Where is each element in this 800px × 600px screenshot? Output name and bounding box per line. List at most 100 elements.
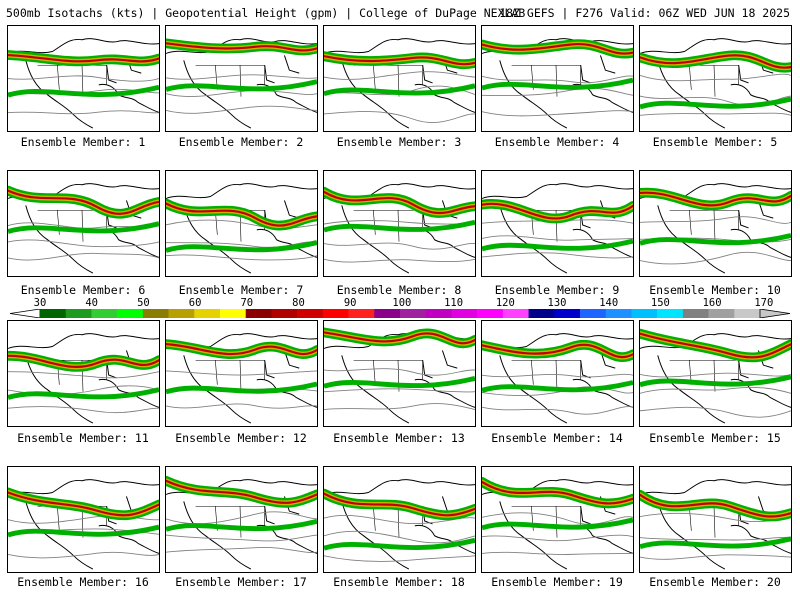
height-contour xyxy=(324,258,475,263)
coastline xyxy=(8,38,159,129)
jet-stream-band xyxy=(324,219,475,233)
colorbar-max-arrow xyxy=(759,309,790,318)
colorbar-swatch xyxy=(348,309,375,318)
height-contour xyxy=(166,219,317,229)
colorbar-swatch xyxy=(40,309,67,318)
ensemble-member-caption: Ensemble Member: 7 xyxy=(178,283,304,297)
height-contour xyxy=(166,534,317,542)
height-contour xyxy=(482,75,633,84)
colorbar-tick-label: 170 xyxy=(754,297,774,309)
ensemble-member-caption: Ensemble Member: 10 xyxy=(649,283,781,297)
height-contour xyxy=(324,242,475,250)
political-borders xyxy=(669,209,739,242)
ensemble-member-map xyxy=(481,466,634,573)
jet-stream-band xyxy=(482,517,633,531)
jet-stream-band xyxy=(640,493,791,518)
colorbar-tick-label: 80 xyxy=(292,297,305,309)
coastline xyxy=(166,479,317,570)
colorbar-tick-label: 150 xyxy=(650,297,670,309)
colorbar-swatch xyxy=(374,309,401,318)
jet-stream-band xyxy=(482,238,633,252)
jet-stream-band xyxy=(482,77,633,91)
colorbar-swatch xyxy=(400,309,427,318)
colorbar-swatch xyxy=(631,309,658,318)
ensemble-member-caption: Ensemble Member: 14 xyxy=(491,431,623,445)
jet-stream-band xyxy=(640,332,791,359)
ensemble-member-map xyxy=(481,25,634,132)
colorbar-swatch xyxy=(657,309,684,318)
ensemble-member-caption: Ensemble Member: 1 xyxy=(20,135,146,149)
height-contour xyxy=(166,254,317,261)
colorbar-tick-label: 110 xyxy=(444,297,464,309)
height-contour xyxy=(8,110,159,115)
jet-stream-band xyxy=(324,492,475,517)
coastline xyxy=(324,479,475,570)
colorbar-tick-label: 100 xyxy=(392,297,412,309)
colorbar-swatch xyxy=(682,309,709,318)
coastline xyxy=(8,479,159,570)
height-contour xyxy=(640,536,791,541)
ensemble-member-caption: Ensemble Member: 12 xyxy=(175,431,307,445)
height-contour xyxy=(166,105,317,114)
colorbar-tick-label: 130 xyxy=(547,297,567,309)
height-contour xyxy=(324,530,475,544)
colorbar-swatch xyxy=(554,309,581,318)
height-contour xyxy=(324,388,475,393)
political-borders xyxy=(669,64,739,97)
ensemble-member-caption: Ensemble Member: 16 xyxy=(17,575,149,589)
ensemble-member-caption: Ensemble Member: 9 xyxy=(494,283,620,297)
height-contour xyxy=(640,112,791,116)
jet-stream-band xyxy=(482,43,633,55)
height-contour xyxy=(640,406,791,418)
jet-stream-band xyxy=(166,343,317,356)
coastline xyxy=(166,333,317,424)
coastline xyxy=(324,333,475,424)
coastline xyxy=(482,333,633,424)
colorbar-tick-label: 60 xyxy=(188,297,202,309)
political-borders xyxy=(511,505,581,538)
colorbar-tick-label: 90 xyxy=(343,297,357,309)
height-contour xyxy=(8,75,159,82)
jet-stream-band xyxy=(8,387,159,400)
ensemble-member-map xyxy=(165,170,318,277)
ensemble-member-map xyxy=(7,25,160,132)
height-contour xyxy=(640,387,791,394)
colorbar-swatch xyxy=(297,309,324,318)
ensemble-member-caption: Ensemble Member: 5 xyxy=(652,135,778,149)
jet-stream-band xyxy=(166,381,317,395)
height-contour xyxy=(640,251,791,265)
jet-stream-band xyxy=(8,524,159,538)
ensemble-member-map xyxy=(639,320,792,427)
jet-stream-band xyxy=(8,221,159,234)
height-contour xyxy=(482,512,633,525)
colorbar-swatch xyxy=(477,309,504,318)
colorbar-swatch xyxy=(708,309,735,318)
jet-stream-band xyxy=(324,375,475,389)
political-borders xyxy=(353,359,423,392)
ensemble-member-map xyxy=(639,25,792,132)
jet-stream-band xyxy=(166,79,317,92)
height-contour xyxy=(166,403,317,409)
ensemble-member-caption: Ensemble Member: 17 xyxy=(175,575,307,589)
coastline xyxy=(482,183,633,274)
colorbar-swatch xyxy=(117,309,144,318)
height-contour xyxy=(640,554,791,560)
coastline xyxy=(324,183,475,274)
coastline xyxy=(640,38,791,129)
ensemble-member-map xyxy=(639,466,792,573)
jet-stream-band xyxy=(482,380,633,393)
height-contour xyxy=(482,534,633,542)
colorbar-swatch xyxy=(451,309,478,318)
ensemble-member-map xyxy=(165,320,318,427)
ensemble-member-map xyxy=(323,170,476,277)
jet-stream-band xyxy=(482,343,633,359)
political-borders xyxy=(353,209,423,242)
ensemble-member-caption: Ensemble Member: 13 xyxy=(333,431,465,445)
political-borders xyxy=(37,359,107,392)
jet-stream-band xyxy=(166,479,317,504)
jet-stream-band xyxy=(640,191,791,207)
colorbar-swatch xyxy=(580,309,607,318)
ensemble-member-map xyxy=(7,320,160,427)
map-header: 500mb Isotachs (kts) | Geopotential Heig… xyxy=(4,4,796,20)
colorbar-swatch xyxy=(91,309,118,318)
